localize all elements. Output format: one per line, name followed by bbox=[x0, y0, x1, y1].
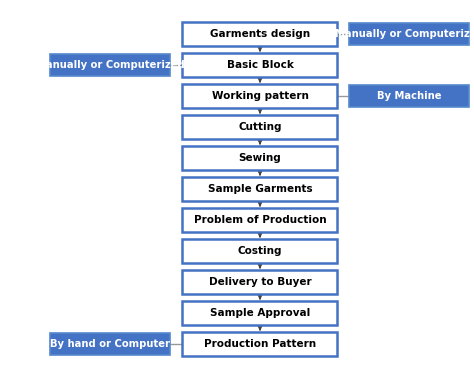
Text: Problem of Production: Problem of Production bbox=[194, 215, 326, 225]
FancyBboxPatch shape bbox=[182, 177, 337, 201]
Text: Working pattern: Working pattern bbox=[211, 91, 309, 101]
FancyBboxPatch shape bbox=[51, 54, 171, 76]
FancyBboxPatch shape bbox=[182, 270, 337, 294]
Text: By hand or Computer: By hand or Computer bbox=[51, 339, 171, 349]
FancyBboxPatch shape bbox=[182, 115, 337, 139]
FancyBboxPatch shape bbox=[182, 301, 337, 325]
FancyBboxPatch shape bbox=[349, 23, 470, 45]
Text: Production Pattern: Production Pattern bbox=[204, 339, 316, 349]
FancyBboxPatch shape bbox=[182, 22, 337, 46]
Text: Sewing: Sewing bbox=[238, 153, 282, 163]
Text: Sample Approval: Sample Approval bbox=[210, 308, 310, 318]
Text: Cutting: Cutting bbox=[238, 122, 282, 132]
FancyBboxPatch shape bbox=[182, 239, 337, 263]
Text: Manually or Computerized: Manually or Computerized bbox=[335, 29, 474, 39]
FancyBboxPatch shape bbox=[349, 85, 470, 107]
Text: By Machine: By Machine bbox=[377, 91, 442, 101]
FancyBboxPatch shape bbox=[182, 84, 337, 108]
Text: Costing: Costing bbox=[238, 246, 282, 256]
FancyBboxPatch shape bbox=[182, 53, 337, 77]
Text: Delivery to Buyer: Delivery to Buyer bbox=[209, 277, 311, 287]
FancyBboxPatch shape bbox=[51, 333, 171, 355]
FancyBboxPatch shape bbox=[182, 208, 337, 232]
FancyBboxPatch shape bbox=[182, 332, 337, 356]
FancyBboxPatch shape bbox=[182, 146, 337, 170]
Text: Basic Block: Basic Block bbox=[227, 60, 293, 70]
Text: Manually or Computerized: Manually or Computerized bbox=[36, 60, 185, 70]
Text: Sample Garments: Sample Garments bbox=[208, 184, 312, 194]
Text: Garments design: Garments design bbox=[210, 29, 310, 39]
